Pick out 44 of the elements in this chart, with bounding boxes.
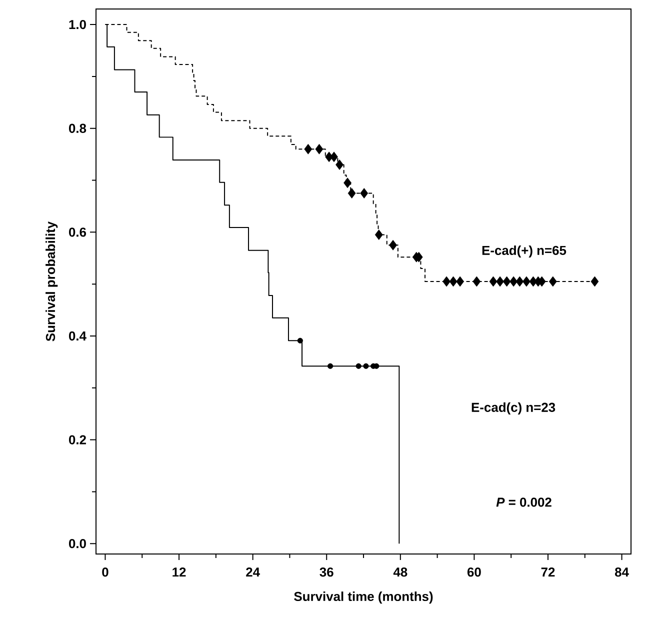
point bbox=[389, 240, 397, 250]
point bbox=[297, 338, 303, 344]
annotation: P = 0.002 bbox=[496, 498, 552, 507]
x-tick-label: 0 bbox=[102, 568, 108, 577]
point bbox=[456, 276, 464, 287]
point bbox=[502, 276, 511, 287]
y-tick-label: 0.6 bbox=[69, 228, 86, 237]
point bbox=[496, 276, 504, 287]
point bbox=[304, 144, 312, 154]
y-axis-title: Survival probability bbox=[46, 221, 58, 342]
point bbox=[472, 276, 481, 287]
point bbox=[344, 178, 352, 188]
x-tick-label: 12 bbox=[172, 568, 186, 577]
point bbox=[374, 230, 383, 240]
annotation: E-cad(+) n=65 bbox=[482, 245, 566, 258]
point bbox=[510, 276, 518, 287]
x-axis-title: Survival time (months) bbox=[294, 592, 433, 604]
y-tick-label: 1.0 bbox=[69, 20, 86, 30]
x-tick-label: 60 bbox=[467, 568, 481, 577]
point bbox=[489, 276, 498, 287]
point bbox=[315, 144, 324, 154]
point bbox=[336, 160, 344, 170]
point bbox=[590, 276, 599, 287]
y-tick-label: 0.4 bbox=[69, 331, 86, 341]
x-tick-label: 36 bbox=[320, 568, 334, 577]
point bbox=[442, 276, 450, 287]
point bbox=[548, 276, 557, 287]
point bbox=[363, 363, 369, 369]
point bbox=[522, 276, 530, 287]
point bbox=[348, 188, 356, 198]
x-tick-label: 84 bbox=[614, 568, 629, 577]
x-tick-label: 72 bbox=[541, 568, 555, 577]
point bbox=[356, 363, 362, 369]
x-tick-label: 24 bbox=[246, 568, 260, 577]
point bbox=[328, 363, 334, 369]
y-tick-label: 0.8 bbox=[69, 124, 86, 133]
point bbox=[449, 276, 458, 287]
point bbox=[516, 276, 524, 287]
x-tick-label: 48 bbox=[393, 568, 408, 577]
y-tick-label: 0.0 bbox=[69, 539, 86, 548]
y-tick-label: 0.2 bbox=[69, 435, 86, 444]
point bbox=[330, 152, 338, 162]
point bbox=[360, 188, 368, 198]
annotation: E-cad(c) n=23 bbox=[472, 402, 556, 415]
